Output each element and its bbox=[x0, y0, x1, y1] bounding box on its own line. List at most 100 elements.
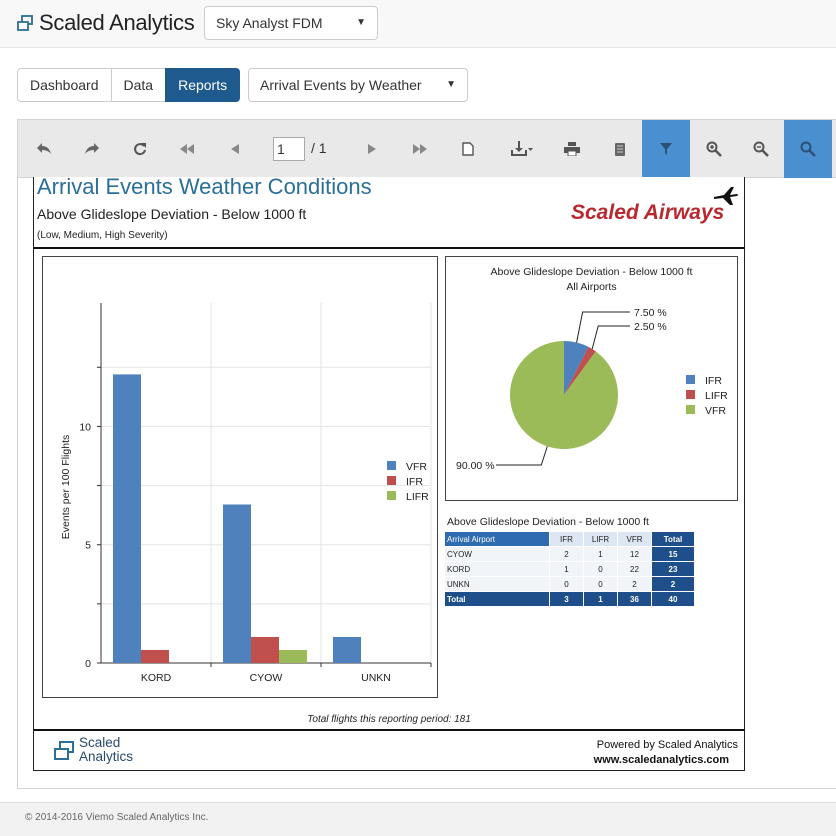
table-cell: 36 bbox=[617, 591, 652, 607]
table-cell: Total bbox=[444, 591, 550, 607]
x-tick-label: UNKN bbox=[361, 672, 391, 684]
y-tick-label: 10 bbox=[79, 421, 91, 433]
pie-data-label: 90.00 % bbox=[456, 460, 495, 472]
legend-label: VFR bbox=[705, 405, 726, 417]
table-total-row: Total 3 1 36 40 bbox=[444, 591, 695, 607]
page-number-input[interactable]: 1 bbox=[273, 137, 305, 161]
product-select[interactable]: Sky Analyst FDM ▼ bbox=[204, 6, 378, 40]
x-tick-label: CYOW bbox=[250, 672, 283, 684]
report-select[interactable]: Arrival Events by Weather ▼ bbox=[248, 68, 468, 102]
bar-lifr-cyow bbox=[279, 649, 307, 663]
table-row: UNKN 0 0 2 2 bbox=[444, 576, 695, 592]
legend-swatch-lifr bbox=[686, 390, 695, 399]
page-total: / 1 bbox=[311, 140, 327, 156]
col-header: IFR bbox=[549, 531, 584, 547]
last-page-icon[interactable] bbox=[398, 120, 442, 178]
table-cell: 23 bbox=[651, 561, 695, 577]
table-row: CYOW 2 1 12 15 bbox=[444, 546, 695, 562]
table-cell: 0 bbox=[583, 561, 618, 577]
pie-slice-vfr bbox=[510, 341, 618, 449]
pie-chart-title: Above Glideslope Deviation - Below 1000 … bbox=[490, 266, 693, 278]
flights-note: Total flights this reporting period: 181 bbox=[307, 714, 471, 725]
copyright: © 2014-2016 Viemo Scaled Analytics Inc. bbox=[25, 812, 209, 823]
table-cell: 1 bbox=[583, 546, 618, 562]
legend-swatch-vfr bbox=[387, 461, 396, 470]
copy-icon[interactable] bbox=[598, 120, 642, 178]
tab-reports[interactable]: Reports bbox=[165, 68, 241, 102]
y-tick-label: 5 bbox=[85, 540, 91, 552]
top-navbar: Scaled Analytics Sky Analyst FDM ▼ bbox=[0, 0, 836, 48]
legend-label: IFR bbox=[406, 476, 423, 488]
pie-slice-ifr bbox=[564, 341, 589, 395]
footer-logo-line1: Scaled bbox=[79, 735, 121, 750]
pie-callout-line bbox=[496, 446, 548, 466]
legend-swatch-ifr bbox=[387, 476, 396, 485]
refresh-icon[interactable] bbox=[118, 120, 162, 178]
footer-divider bbox=[34, 729, 745, 731]
report-subtitle: Above Glideslope Deviation - Below 1000 … bbox=[37, 206, 307, 222]
table-cell: 0 bbox=[583, 576, 618, 592]
search-icon[interactable] bbox=[784, 120, 832, 178]
first-page-icon[interactable] bbox=[165, 120, 209, 178]
report-title: Arrival Events Weather Conditions bbox=[37, 174, 372, 199]
tab-data[interactable]: Data bbox=[110, 68, 167, 102]
zoom-out-icon[interactable] bbox=[739, 120, 783, 178]
undo-icon[interactable] bbox=[22, 120, 66, 178]
pie-chart-subtitle: All Airports bbox=[566, 281, 617, 293]
col-header: Total bbox=[651, 531, 695, 547]
report-severity: (Low, Medium, High Severity) bbox=[37, 230, 168, 241]
table-header-row: Arrival Airport IFR LIFR VFR Total bbox=[444, 531, 695, 547]
prev-page-icon[interactable] bbox=[213, 120, 257, 178]
legend-swatch-ifr bbox=[686, 375, 695, 384]
col-header: VFR bbox=[617, 531, 652, 547]
caret-down-icon: ▼ bbox=[446, 79, 456, 90]
pie-chart-panel: Above Glideslope Deviation - Below 1000 … bbox=[445, 256, 738, 501]
report-viewer: 1 / 1 Arrival E bbox=[17, 119, 836, 789]
report-page: Arrival Events Weather Conditions Above … bbox=[33, 174, 745, 771]
table-cell: 12 bbox=[617, 546, 652, 562]
viewer-toolbar: 1 / 1 bbox=[18, 120, 836, 178]
table-cell: CYOW bbox=[444, 546, 550, 562]
report-select-value: Arrival Events by Weather bbox=[260, 77, 422, 93]
pie-callout-line bbox=[576, 311, 630, 343]
brand-name[interactable]: Scaled Analytics bbox=[39, 10, 195, 35]
legend-swatch-vfr bbox=[686, 405, 695, 414]
col-header: LIFR bbox=[583, 531, 618, 547]
footer-logo-line2: Analytics bbox=[79, 749, 134, 764]
table-cell: 2 bbox=[617, 576, 652, 592]
pie-chart: 7.50 % 2.50 % 90.00 % IFR LIFR VFR bbox=[456, 307, 728, 472]
table-cell: UNKN bbox=[444, 576, 550, 592]
table-cell: 1 bbox=[549, 561, 584, 577]
download-icon[interactable] bbox=[498, 120, 546, 178]
bar-ifr-kord bbox=[141, 649, 169, 663]
table-cell: 40 bbox=[651, 591, 695, 607]
nav-tabs: Dashboard Data Reports bbox=[17, 68, 241, 102]
redo-icon[interactable] bbox=[70, 120, 114, 178]
col-header: Arrival Airport bbox=[444, 531, 550, 547]
table-cell: KORD bbox=[444, 561, 550, 577]
caret-down-icon: ▼ bbox=[356, 17, 366, 28]
print-icon[interactable] bbox=[550, 120, 594, 178]
filter-icon[interactable] bbox=[642, 120, 690, 178]
y-tick-label: 0 bbox=[85, 658, 91, 670]
website-link[interactable]: www.scaledanalytics.com bbox=[593, 754, 729, 766]
scaled-airways-logo: Scaled Airways bbox=[571, 187, 738, 224]
airline-logo-text: Scaled Airways bbox=[571, 201, 724, 224]
y-axis-label: Events per 100 Flights bbox=[60, 435, 72, 539]
table-cell: 3 bbox=[549, 591, 584, 607]
bar-vfr-kord bbox=[113, 374, 141, 663]
table-cell: 1 bbox=[583, 591, 618, 607]
pie-data-label: 7.50 % bbox=[634, 307, 667, 319]
zoom-in-icon[interactable] bbox=[692, 120, 736, 178]
tab-dashboard[interactable]: Dashboard bbox=[17, 68, 112, 102]
table-cell: 0 bbox=[549, 576, 584, 592]
page-footer: © 2014-2016 Viemo Scaled Analytics Inc. bbox=[0, 802, 836, 836]
document-icon[interactable] bbox=[446, 120, 490, 178]
next-page-icon[interactable] bbox=[350, 120, 394, 178]
pie-callout-line bbox=[591, 325, 630, 350]
scaled-analytics-logo-icon bbox=[17, 15, 33, 31]
bar-vfr-cyow bbox=[223, 504, 251, 663]
powered-by: Powered by Scaled Analytics bbox=[596, 739, 738, 751]
table-cell: 2 bbox=[651, 576, 695, 592]
legend-label: IFR bbox=[705, 375, 722, 387]
